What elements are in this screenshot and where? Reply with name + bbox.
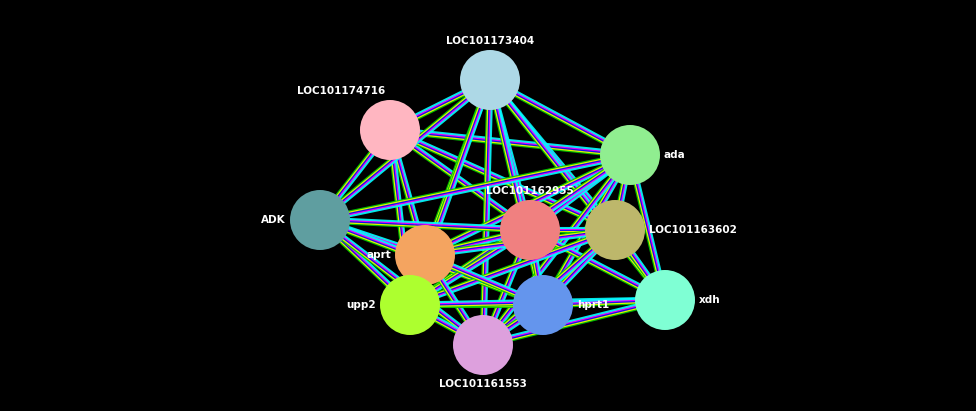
Text: LOC101161553: LOC101161553 <box>439 379 527 389</box>
Text: hprt1: hprt1 <box>577 300 609 310</box>
Text: LOC101163602: LOC101163602 <box>649 225 737 235</box>
Text: aprt: aprt <box>366 250 391 260</box>
Ellipse shape <box>453 315 513 375</box>
Ellipse shape <box>600 125 660 185</box>
Ellipse shape <box>635 270 695 330</box>
Text: LOC101173404: LOC101173404 <box>446 36 534 46</box>
Text: xdh: xdh <box>699 295 720 305</box>
Text: LOC101174716: LOC101174716 <box>297 86 385 96</box>
Ellipse shape <box>585 200 645 260</box>
Ellipse shape <box>513 275 573 335</box>
Ellipse shape <box>395 225 455 285</box>
Ellipse shape <box>500 200 560 260</box>
Ellipse shape <box>360 100 420 160</box>
Text: upp2: upp2 <box>346 300 376 310</box>
Ellipse shape <box>290 190 350 250</box>
Ellipse shape <box>380 275 440 335</box>
Text: ada: ada <box>664 150 686 160</box>
Text: ADK: ADK <box>262 215 286 225</box>
Ellipse shape <box>460 50 520 110</box>
Text: LOC101162955: LOC101162955 <box>486 186 574 196</box>
